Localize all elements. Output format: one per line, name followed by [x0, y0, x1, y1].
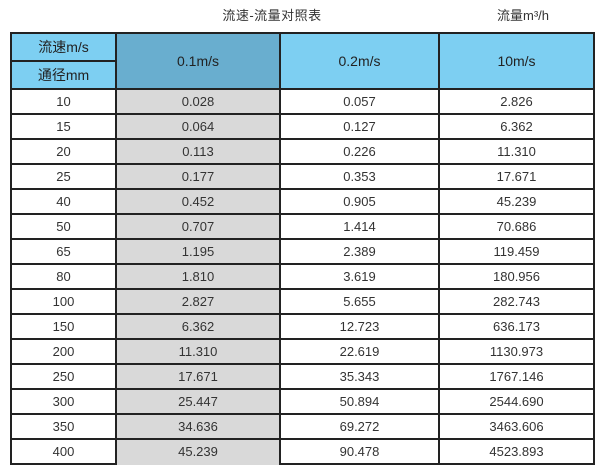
header-row-top: 流速m/s 0.1m/s 0.2m/s 10m/s	[10, 32, 595, 90]
table-row: 65 1.195 2.389 119.459	[10, 238, 595, 265]
cell-flow-10ms: 11.310	[438, 138, 595, 165]
cell-flow-02ms: 22.619	[279, 338, 440, 365]
cell-flow-10ms: 282.743	[438, 288, 595, 315]
cell-flow-10ms: 1767.146	[438, 363, 595, 390]
table-row: 10 0.028 0.057 2.826	[10, 88, 595, 115]
cell-flow-10ms: 180.956	[438, 263, 595, 290]
corner-diameter-label: 通径mm	[10, 60, 117, 90]
cell-flow-02ms: 69.272	[279, 413, 440, 440]
cell-diameter: 200	[10, 338, 117, 365]
cell-flow-02ms: 90.478	[279, 438, 440, 465]
cell-flow-01ms: 34.636	[115, 413, 281, 440]
cell-diameter: 15	[10, 113, 117, 140]
table-row: 300 25.447 50.894 2544.690	[10, 388, 595, 415]
cell-flow-02ms: 0.226	[279, 138, 440, 165]
cell-flow-01ms: 0.452	[115, 188, 281, 215]
cell-flow-02ms: 1.414	[279, 213, 440, 240]
cell-flow-02ms: 0.905	[279, 188, 440, 215]
cell-flow-01ms: 0.177	[115, 163, 281, 190]
cell-flow-10ms: 1130.973	[438, 338, 595, 365]
cell-flow-10ms: 2544.690	[438, 388, 595, 415]
cell-flow-10ms: 17.671	[438, 163, 595, 190]
table-row: 40 0.452 0.905 45.239	[10, 188, 595, 215]
cell-flow-01ms: 11.310	[115, 338, 281, 365]
col-header-10ms: 10m/s	[438, 32, 595, 90]
cell-flow-10ms: 3463.606	[438, 413, 595, 440]
cell-diameter: 20	[10, 138, 117, 165]
cell-flow-02ms: 35.343	[279, 363, 440, 390]
table-title: 流速-流量对照表	[222, 8, 322, 23]
cell-flow-01ms: 6.362	[115, 313, 281, 340]
cell-flow-02ms: 50.894	[279, 388, 440, 415]
cell-flow-02ms: 3.619	[279, 263, 440, 290]
col-header-01ms: 0.1m/s	[115, 32, 281, 90]
cell-diameter: 50	[10, 213, 117, 240]
cell-flow-01ms: 2.827	[115, 288, 281, 315]
velocity-flow-table: 流速m/s 0.1m/s 0.2m/s 10m/s 通径mm 10 0.028 …	[10, 32, 595, 465]
cell-diameter: 400	[10, 438, 117, 465]
header-row-bottom: 通径mm	[10, 60, 594, 90]
cell-flow-10ms: 6.362	[438, 113, 595, 140]
gray-column-shadow	[117, 461, 279, 465]
cell-diameter: 250	[10, 363, 117, 390]
cell-flow-01ms: 0.064	[115, 113, 281, 140]
cell-flow-10ms: 45.239	[438, 188, 595, 215]
cell-diameter: 150	[10, 313, 117, 340]
cell-flow-10ms: 119.459	[438, 238, 595, 265]
table-row: 200 11.310 22.619 1130.973	[10, 338, 595, 365]
table-row: 20 0.113 0.226 11.310	[10, 138, 595, 165]
cell-flow-02ms: 5.655	[279, 288, 440, 315]
table-row: 250 17.671 35.343 1767.146	[10, 363, 595, 390]
cell-flow-10ms: 2.826	[438, 88, 595, 115]
table-row: 350 34.636 69.272 3463.606	[10, 413, 595, 440]
cell-flow-01ms: 1.195	[115, 238, 281, 265]
table-row: 100 2.827 5.655 282.743	[10, 288, 595, 315]
cell-diameter: 300	[10, 388, 117, 415]
cell-flow-10ms: 70.686	[438, 213, 595, 240]
table-row: 15 0.064 0.127 6.362	[10, 113, 595, 140]
cell-flow-02ms: 0.353	[279, 163, 440, 190]
cell-flow-01ms: 17.671	[115, 363, 281, 390]
cell-diameter: 25	[10, 163, 117, 190]
cell-flow-01ms: 0.028	[115, 88, 281, 115]
cell-diameter: 10	[10, 88, 117, 115]
table-row: 150 6.362 12.723 636.173	[10, 313, 595, 340]
cell-diameter: 350	[10, 413, 117, 440]
cell-flow-01ms: 1.810	[115, 263, 281, 290]
table-header: 流速m/s 0.1m/s 0.2m/s 10m/s 通径mm	[10, 32, 595, 90]
flow-unit-label: 流量m³/h	[496, 8, 549, 23]
table-row: 400 45.239 90.478 4523.893	[10, 438, 595, 465]
table-row: 25 0.177 0.353 17.671	[10, 163, 595, 190]
corner-velocity-label: 流速m/s	[10, 32, 117, 62]
cell-flow-01ms: 25.447	[115, 388, 281, 415]
cell-diameter: 100	[10, 288, 117, 315]
cell-flow-02ms: 12.723	[279, 313, 440, 340]
cell-diameter: 40	[10, 188, 117, 215]
cell-flow-10ms: 636.173	[438, 313, 595, 340]
cell-flow-02ms: 0.127	[279, 113, 440, 140]
table-row: 80 1.810 3.619 180.956	[10, 263, 595, 290]
cell-flow-01ms: 0.707	[115, 213, 281, 240]
table-body: 10 0.028 0.057 2.826 15 0.064 0.127 6.36…	[10, 88, 595, 465]
cell-flow-02ms: 2.389	[279, 238, 440, 265]
cell-flow-02ms: 0.057	[279, 88, 440, 115]
col-header-02ms: 0.2m/s	[279, 32, 440, 90]
table-row: 50 0.707 1.414 70.686	[10, 213, 595, 240]
cell-flow-01ms: 0.113	[115, 138, 281, 165]
cell-diameter: 80	[10, 263, 117, 290]
cell-flow-10ms: 4523.893	[438, 438, 595, 465]
cell-diameter: 65	[10, 238, 117, 265]
